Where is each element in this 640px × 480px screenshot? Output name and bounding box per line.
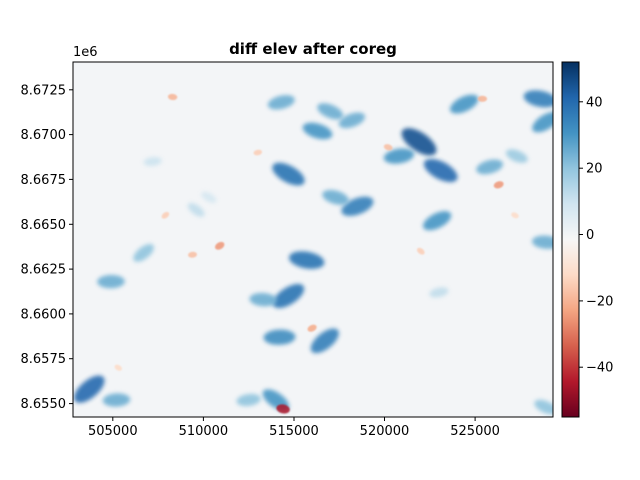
x-axis: 505000 510000 515000 520000 525000	[88, 417, 500, 439]
colorbar: 40 20 0 −20 −40	[561, 61, 613, 418]
blue-anomaly	[201, 191, 217, 203]
blue-anomaly	[236, 393, 261, 407]
blue-anomaly	[272, 162, 305, 186]
y-tick-label: 8.6625	[21, 263, 67, 278]
blue-anomaly	[102, 393, 131, 407]
colorbar-tick-label: −40	[586, 361, 613, 376]
blue-anomaly	[401, 128, 437, 156]
y-tick-label: 8.6675	[21, 173, 67, 188]
red-anomaly	[493, 181, 504, 189]
plot-area	[72, 61, 554, 418]
blue-anomaly	[422, 211, 452, 231]
chart-title: diff elev after coreg	[229, 40, 397, 58]
red-anomaly	[307, 324, 317, 332]
blue-anomaly	[133, 244, 154, 262]
blue-anomaly	[449, 94, 479, 114]
blue-anomaly	[143, 156, 162, 167]
blue-anomaly	[272, 283, 305, 309]
blue-anomaly	[523, 90, 553, 108]
y-tick-label: 8.6575	[21, 352, 67, 367]
blue-anomaly	[289, 251, 325, 269]
red-anomaly	[161, 211, 170, 219]
blue-anomaly	[429, 287, 449, 298]
red-anomaly	[511, 212, 519, 219]
y-offset-label: 1e6	[73, 45, 98, 60]
x-tick-label: 505000	[88, 424, 138, 439]
blue-anomaly	[97, 274, 125, 289]
blue-anomaly	[317, 103, 344, 120]
blue-anomaly	[383, 148, 415, 164]
red-anomaly	[477, 95, 488, 102]
blue-anomaly	[74, 375, 105, 403]
colorbar-frame	[561, 61, 580, 418]
blue-anomaly	[263, 329, 296, 345]
red-anomaly	[167, 93, 178, 101]
blue-anomaly	[322, 190, 349, 205]
blue-anomaly	[505, 149, 528, 163]
red-anomaly	[383, 144, 393, 151]
axes-frame	[72, 61, 554, 418]
blue-anomaly	[423, 158, 458, 183]
colorbar-tick-label: 0	[586, 228, 594, 243]
blue-anomaly	[534, 399, 553, 415]
colorbar-tick-label: 20	[586, 162, 603, 177]
x-tick-label: 515000	[269, 424, 319, 439]
blue-anomaly	[249, 292, 277, 307]
blue-anomaly	[476, 159, 504, 175]
y-tick-label: 8.6600	[21, 307, 67, 322]
blue-anomaly	[341, 196, 374, 216]
red-anomaly	[253, 149, 263, 156]
red-anomaly	[214, 241, 225, 250]
blue-anomaly	[302, 122, 333, 140]
x-tick-label: 510000	[179, 424, 229, 439]
y-axis: 8.6550 8.6575 8.6600 8.6625 8.6650 8.6675 8.67…	[21, 83, 73, 412]
blue-anomaly	[187, 202, 205, 217]
red-anomaly	[416, 247, 425, 255]
blue-anomaly	[310, 328, 339, 354]
red-anomaly	[276, 404, 290, 414]
colorbar-gradient	[562, 62, 579, 417]
y-tick-label: 8.6650	[21, 218, 67, 233]
x-tick-label: 525000	[450, 424, 500, 439]
red-anomaly	[188, 251, 197, 258]
heatmap-background	[73, 62, 553, 417]
y-tick-label: 8.6700	[21, 128, 67, 143]
colorbar-tick-label: −20	[586, 294, 613, 309]
blue-anomaly	[267, 95, 295, 110]
colorbar-tick-label: 40	[586, 95, 603, 110]
y-tick-label: 8.6550	[21, 397, 67, 412]
x-tick-label: 520000	[360, 424, 410, 439]
y-tick-label: 8.6725	[21, 83, 67, 98]
blue-anomaly	[338, 112, 366, 129]
red-anomaly	[114, 364, 122, 371]
